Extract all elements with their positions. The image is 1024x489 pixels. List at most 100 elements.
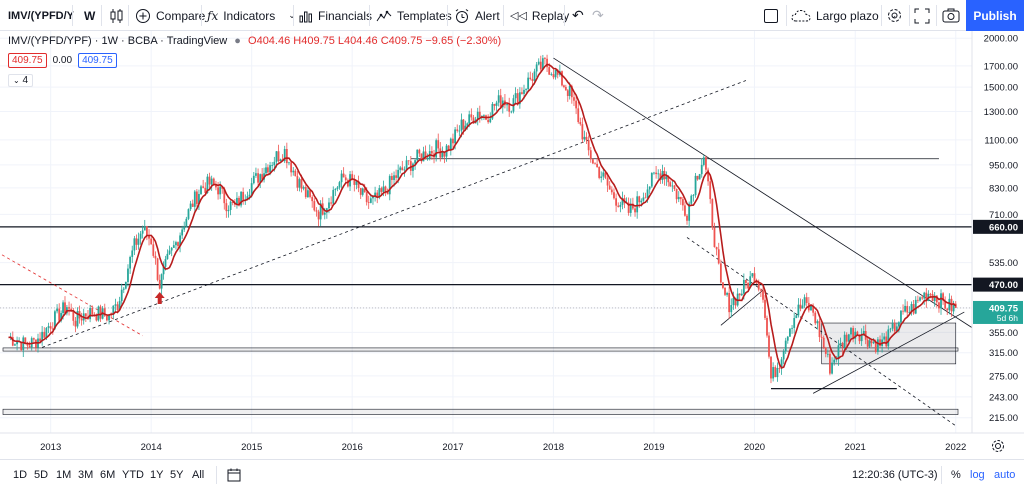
ask-price[interactable]: 409.75 bbox=[78, 53, 117, 68]
indicator-count: 4 bbox=[22, 75, 29, 86]
candle-body bbox=[610, 189, 613, 193]
candle-body bbox=[116, 304, 119, 311]
percent-scale-toggle[interactable]: % bbox=[951, 469, 961, 481]
symbol-search-button[interactable]: IMV/(YPFD/Y bbox=[8, 9, 75, 22]
range-6m[interactable]: 6M bbox=[100, 469, 116, 481]
indicators-button[interactable]: ƒ𝑥 Indicators ⌄ bbox=[207, 0, 296, 31]
alert-button[interactable]: Alert bbox=[454, 0, 500, 31]
candle-body bbox=[447, 145, 450, 151]
financials-button[interactable]: Financials bbox=[299, 0, 372, 31]
candle-body bbox=[158, 279, 161, 289]
candle-body bbox=[238, 197, 240, 206]
compare-button[interactable]: Compare bbox=[135, 0, 205, 31]
undo-button[interactable]: ↶ bbox=[572, 0, 584, 31]
candle-body bbox=[594, 163, 596, 165]
candle-body bbox=[193, 191, 196, 207]
candle-body bbox=[285, 149, 288, 164]
candle-body bbox=[690, 195, 693, 204]
candle-body bbox=[770, 356, 772, 379]
settings-button[interactable] bbox=[886, 0, 903, 31]
chart-type-button[interactable] bbox=[110, 0, 124, 31]
price-tick-label: 275.00 bbox=[989, 371, 1018, 382]
candle-body bbox=[925, 292, 928, 302]
candle-body bbox=[35, 339, 37, 348]
range-ytd[interactable]: YTD bbox=[122, 469, 144, 481]
candle-body bbox=[95, 315, 98, 321]
candle-body bbox=[681, 199, 684, 206]
candle-body bbox=[833, 359, 836, 363]
candle-body bbox=[313, 201, 316, 211]
candle-body bbox=[76, 311, 79, 327]
candle-body bbox=[510, 111, 513, 113]
candle-body bbox=[617, 205, 620, 207]
candle-body bbox=[179, 235, 181, 247]
range-3m[interactable]: 3M bbox=[78, 469, 94, 481]
candle-body bbox=[629, 203, 632, 213]
candle-body bbox=[679, 196, 682, 200]
candle-body bbox=[923, 292, 926, 299]
publish-button[interactable]: Publish bbox=[966, 0, 1024, 31]
candle-body bbox=[839, 342, 842, 346]
candle-body bbox=[606, 177, 609, 186]
auto-scale-toggle[interactable]: auto bbox=[994, 469, 1016, 481]
candle-body bbox=[160, 274, 163, 289]
candle-body bbox=[162, 266, 165, 275]
candle-body bbox=[227, 209, 230, 212]
range-5y[interactable]: 5Y bbox=[170, 469, 184, 481]
candle-body bbox=[719, 263, 722, 283]
candle-body bbox=[416, 149, 419, 161]
candle-body bbox=[452, 138, 454, 144]
candle-body bbox=[456, 129, 459, 131]
candle-body bbox=[916, 299, 919, 301]
range-1y[interactable]: 1Y bbox=[150, 469, 164, 481]
range-1m[interactable]: 1M bbox=[56, 469, 72, 481]
candle-body bbox=[449, 138, 452, 151]
candle-body bbox=[946, 308, 949, 311]
snapshot-button[interactable] bbox=[942, 0, 960, 31]
layout-button[interactable]: Largo plazo ⌄ bbox=[791, 0, 897, 31]
axis-settings-gear-icon[interactable] bbox=[992, 440, 1004, 452]
expand-button[interactable] bbox=[914, 0, 930, 31]
candle-body bbox=[675, 188, 678, 200]
candle-body bbox=[170, 247, 173, 251]
time-axis: 2013 2014 2015 2016 2017 2018 2019 2020 2021 2022 bbox=[0, 432, 1024, 459]
candle-body bbox=[64, 302, 66, 314]
candle-body bbox=[870, 340, 873, 344]
price-chart[interactable]: 2000.00 1700.00 1500.00 1300.00 1100.00 950.0… bbox=[0, 31, 1024, 459]
candle-body bbox=[893, 322, 896, 332]
legend-title[interactable]: IMV/(YPFD/YPF) · 1W · BCBA · TradingView bbox=[8, 35, 228, 47]
candle-body bbox=[686, 215, 688, 221]
candle-body bbox=[255, 173, 257, 176]
candle-body bbox=[904, 305, 906, 312]
range-all[interactable]: All bbox=[192, 469, 205, 481]
candle-body bbox=[824, 347, 827, 354]
candle-body bbox=[774, 367, 777, 378]
fullscreen-toggle[interactable] bbox=[764, 0, 778, 31]
redo-button[interactable]: ↷ bbox=[592, 0, 604, 31]
goto-date-button[interactable] bbox=[227, 460, 241, 489]
legend-eye-icon[interactable]: ● bbox=[234, 35, 241, 47]
candle-body bbox=[636, 196, 639, 213]
alarm-clock-icon bbox=[455, 8, 469, 23]
candle-body bbox=[906, 305, 909, 313]
candle-body bbox=[74, 320, 77, 327]
cloud-icon bbox=[791, 9, 811, 21]
replay-button[interactable]: ◁◁ Replay bbox=[510, 0, 569, 31]
candle-body bbox=[780, 359, 783, 369]
candle-body bbox=[747, 282, 749, 289]
indicators-toggle[interactable]: ⌄ 4 bbox=[8, 74, 34, 87]
bid-price[interactable]: 409.75 bbox=[8, 53, 47, 68]
candle-body bbox=[325, 208, 328, 213]
range-5d[interactable]: 5D bbox=[34, 469, 49, 481]
candle-body bbox=[568, 85, 571, 96]
candles-icon bbox=[110, 8, 123, 23]
templates-button[interactable]: Templates bbox=[376, 0, 452, 31]
candle-body bbox=[129, 256, 132, 269]
clock-display[interactable]: 12:20:36 (UTC-3) bbox=[852, 469, 938, 481]
log-scale-toggle[interactable]: log bbox=[970, 469, 985, 481]
candle-body bbox=[537, 61, 540, 65]
candle-body bbox=[659, 173, 662, 181]
candle-body bbox=[793, 318, 796, 328]
range-1d[interactable]: 1D bbox=[13, 469, 28, 481]
interval-button[interactable]: W bbox=[84, 8, 96, 23]
